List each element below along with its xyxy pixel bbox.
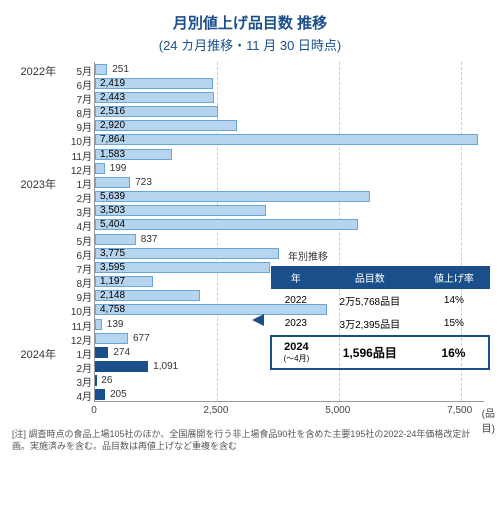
- bar-value: 3,775: [98, 248, 125, 259]
- bar: [95, 389, 105, 400]
- bar-value: 3,595: [98, 262, 125, 273]
- bar: [95, 163, 105, 174]
- bar: [95, 191, 370, 202]
- bar-value: 4,758: [98, 304, 125, 315]
- highlight-arrow-icon: [252, 314, 264, 326]
- bar: [95, 64, 107, 75]
- chart-title: 月別値上げ品目数 推移: [8, 12, 492, 33]
- month-label: 4月: [70, 388, 92, 403]
- bar-value: 677: [130, 333, 150, 344]
- table-row: 2022 2万5,768品目 14%: [271, 289, 489, 313]
- bar: [95, 134, 478, 145]
- year-label: 2022年: [8, 63, 56, 79]
- panel-title: 年別推移: [288, 248, 490, 263]
- month-label: 7月: [70, 261, 92, 276]
- bar: [95, 177, 130, 188]
- month-label: 6月: [70, 77, 92, 92]
- bar-value: 139: [104, 319, 124, 330]
- month-label: 3月: [70, 374, 92, 389]
- bar: [95, 234, 136, 245]
- month-label: 2月: [70, 360, 92, 375]
- bar-value: 1,583: [98, 149, 125, 160]
- x-tick: 5,000: [325, 405, 350, 416]
- table-row-highlight: 2024 (～4月) 1,596品目 16%: [271, 336, 489, 369]
- month-label: 5月: [70, 63, 92, 78]
- bar: [95, 219, 358, 230]
- bar-value: 7,864: [98, 134, 125, 145]
- bar-value: 199: [107, 163, 127, 174]
- bar-value: 5,639: [98, 191, 125, 202]
- bar-value: 2,920: [98, 120, 125, 131]
- bar-value: 5,404: [98, 219, 125, 230]
- chart-subtitle: (24 カ月推移・11 月 30 日時点): [8, 35, 492, 54]
- x-tick: 0: [91, 405, 97, 416]
- year-label: 2024年: [8, 346, 56, 362]
- yearly-summary-panel: 年別推移 年 品目数 値上げ率 2022 2万5,768品目 14% 2023 …: [270, 248, 490, 370]
- bar-value: 2,516: [98, 106, 125, 117]
- month-label: 8月: [70, 275, 92, 290]
- summary-table: 年 品目数 値上げ率 2022 2万5,768品目 14% 2023 3万2,3…: [270, 266, 490, 370]
- bar-value: 2,148: [98, 290, 125, 301]
- month-label: 5月: [70, 233, 92, 248]
- table-header-row: 年 品目数 値上げ率: [271, 267, 489, 289]
- month-label: 1月: [70, 346, 92, 361]
- bar: [95, 375, 97, 386]
- bar-value: 251: [109, 64, 129, 75]
- month-label: 4月: [70, 218, 92, 233]
- bar-value: 2,443: [98, 92, 125, 103]
- bar-value: 274: [110, 347, 130, 358]
- col-items: 品目数: [321, 267, 419, 289]
- month-label: 9月: [70, 119, 92, 134]
- year-label: 2023年: [8, 176, 56, 192]
- x-tick: 2,500: [203, 405, 228, 416]
- month-label: 12月: [70, 332, 92, 347]
- month-label: 8月: [70, 105, 92, 120]
- month-label: 9月: [70, 289, 92, 304]
- bar: [95, 319, 102, 330]
- month-label: 6月: [70, 247, 92, 262]
- bar-value: 3,503: [98, 205, 125, 216]
- bar-value: 1,091: [150, 361, 178, 372]
- bar-value: 26: [98, 375, 112, 386]
- month-label: 7月: [70, 91, 92, 106]
- table-row: 2023 3万2,395品目 15%: [271, 312, 489, 336]
- bar-value: 2,419: [98, 78, 125, 89]
- col-rate: 値上げ率: [419, 267, 489, 289]
- bar: [95, 347, 108, 358]
- month-label: 10月: [70, 303, 92, 318]
- month-label: 11月: [70, 318, 92, 333]
- bar-value: 723: [132, 177, 152, 188]
- month-label: 10月: [70, 133, 92, 148]
- x-unit-label: (品目): [482, 405, 495, 435]
- month-label: 3月: [70, 204, 92, 219]
- month-label: 1月: [70, 176, 92, 191]
- bar-value: 1,197: [98, 276, 125, 287]
- col-year: 年: [271, 267, 321, 289]
- bar: [95, 333, 128, 344]
- month-label: 11月: [70, 148, 92, 163]
- month-label: 2月: [70, 190, 92, 205]
- bar-value: 205: [107, 389, 127, 400]
- month-label: 12月: [70, 162, 92, 177]
- x-tick: 7,500: [447, 405, 472, 416]
- bar-value: 837: [138, 234, 158, 245]
- bar: [95, 361, 148, 372]
- footnote: [注] 調査時点の食品上場105社のほか、全国展開を行う非上場食品90社を含めた…: [8, 428, 492, 452]
